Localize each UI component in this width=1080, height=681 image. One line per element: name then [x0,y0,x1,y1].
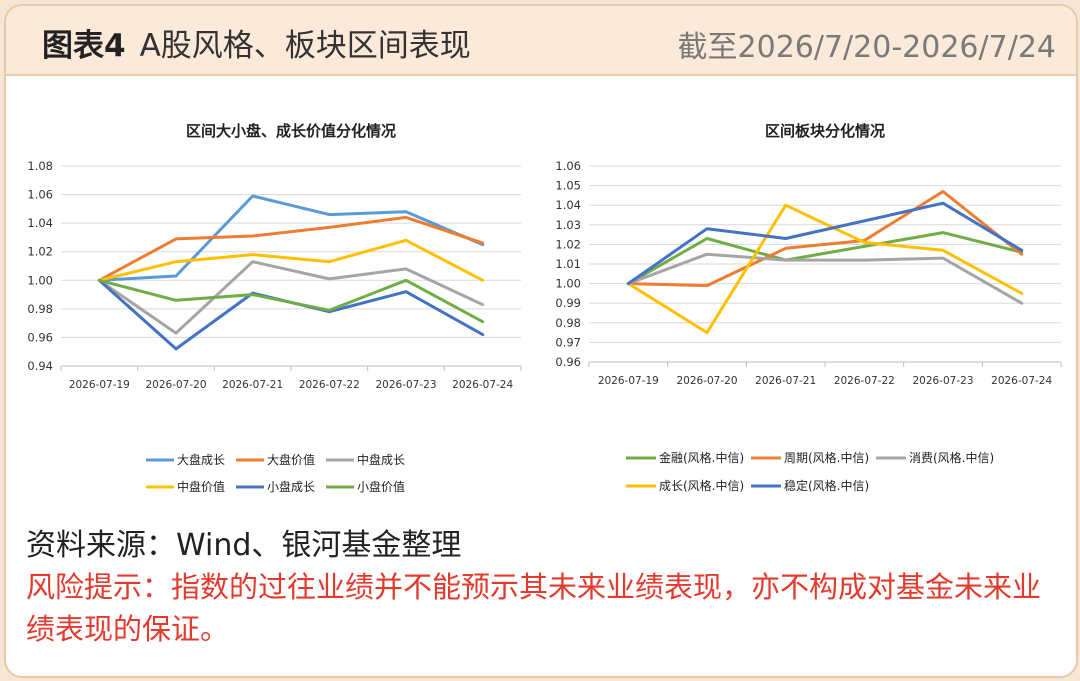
figure-title-text: A股风格、板块区间表现 [139,28,471,64]
y-tick-label: 0.98 [27,302,53,316]
legend-label: 消费(风格.中信) [909,450,994,465]
y-tick-label: 1.06 [27,188,53,202]
x-tick-label: 2026-07-22 [299,379,360,391]
legend-label: 稳定(风格.中信) [784,478,869,493]
y-tick-label: 1.01 [555,257,581,271]
figure-label: 图表4 [42,28,126,64]
figure-header: 图表4 A股风格、板块区间表现 截至2026/7/20-2026/7/24 [6,6,1076,76]
series-line-4 [626,201,1024,286]
legend-label: 小盘价值 [357,479,405,494]
y-tick-label: 1.08 [27,159,53,173]
series-line-0 [626,231,1024,286]
y-tick-label: 1.04 [27,216,53,230]
y-tick-label: 1.03 [555,218,581,232]
y-tick-label: 0.96 [27,330,53,344]
legend-label: 金融(风格.中信) [659,450,744,465]
y-tick-label: 0.97 [555,335,581,349]
legend-label: 大盘成长 [177,452,225,467]
y-tick-label: 1.04 [555,198,581,212]
figure-card: 图表4 A股风格、板块区间表现 截至2026/7/20-2026/7/24 区间大… [4,4,1078,678]
date-range: 截至2026/7/20-2026/7/24 [677,30,1056,65]
y-tick-label: 1.02 [27,245,53,259]
x-tick-label: 2026-07-19 [598,375,659,387]
series-line-2 [626,252,1024,305]
x-tick-label: 2026-07-20 [676,375,737,387]
legend-label: 中盘成长 [357,452,405,467]
y-tick-label: 1.00 [27,273,53,287]
x-tick-label: 2026-07-23 [912,375,973,387]
y-tick-label: 1.02 [555,237,581,251]
chart-right: 区间板块分化情况 0.96 0.97 0.98 0.99 1.00 1.01 1.02 1.03… [555,122,1062,493]
risk-disclaimer: 风险提示：指数的过往业绩并不能预示其未来业绩表现，亦不构成对基金未来业绩表现的保… [26,570,1042,646]
series-line-3 [97,238,485,282]
x-tick-label: 2026-07-19 [69,379,130,391]
series-line-5 [97,278,485,324]
x-tick-label: 2026-07-22 [834,375,895,387]
series-line-0 [97,194,485,282]
chart-left: 区间大小盘、成长价值分化情况 0.94 0.96 0.98 1.00 1.02 1.04 1.… [27,122,522,494]
series-line-2 [97,260,485,335]
series-line-3 [626,203,1024,335]
x-tick-label: 2026-07-24 [452,379,513,391]
legend-label: 周期(风格.中信) [784,450,869,465]
y-tick-label: 0.96 [555,355,581,369]
legend-label: 大盘价值 [267,452,315,467]
y-tick-label: 0.98 [555,316,581,330]
series-line-1 [97,215,485,282]
figure-title: 图表4 A股风格、板块区间表现 [42,20,471,65]
source-note: 资料来源：Wind、银河基金整理 [26,528,462,563]
legend-label: 成长(风格.中信) [659,478,744,493]
y-tick-label: 1.05 [555,179,581,193]
legend-label: 中盘价值 [177,479,225,494]
y-tick-label: 1.06 [555,159,581,173]
x-tick-label: 2026-07-21 [222,379,283,391]
legend-label: 小盘成长 [267,479,315,494]
chart-title: 区间大小盘、成长价值分化情况 [186,122,396,140]
y-tick-label: 0.94 [27,359,53,373]
x-tick-label: 2026-07-21 [755,375,816,387]
x-tick-label: 2026-07-23 [375,379,436,391]
y-tick-label: 0.99 [555,296,581,310]
chart-title: 区间板块分化情况 [765,122,885,140]
series-line-1 [626,190,1024,288]
x-tick-label: 2026-07-24 [991,375,1052,387]
y-tick-label: 1.00 [555,277,581,291]
x-tick-label: 2026-07-20 [145,379,206,391]
